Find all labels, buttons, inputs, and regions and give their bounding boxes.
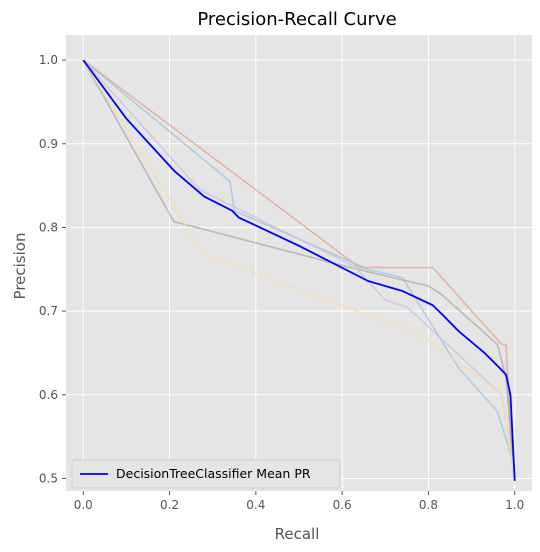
legend-box xyxy=(71,459,341,489)
mean-pr-curve xyxy=(82,59,516,482)
series-layer xyxy=(82,59,516,482)
x-tick-label: 1.0 xyxy=(505,498,524,512)
x-axis-label: Recall xyxy=(275,525,320,543)
x-tick-label: 0.0 xyxy=(74,498,93,512)
chart-title: Precision-Recall Curve xyxy=(197,9,396,30)
x-tick-label: 0.2 xyxy=(160,498,179,512)
x-tick-label: 0.6 xyxy=(333,498,352,512)
legend: DecisionTreeClassifier Mean PR xyxy=(71,459,341,489)
fold-pr-curve-5 xyxy=(82,59,516,479)
ticks: 0.0 0.2 0.4 0.6 0.8 1.0 0.5 0.6 0.7 0.8 0.9 1.0 xyxy=(39,53,524,512)
y-tick-label: 0.5 xyxy=(39,471,58,485)
y-axis-label: Precision xyxy=(11,233,29,300)
x-tick-label: 0.4 xyxy=(246,498,265,512)
fold-pr-curve-2 xyxy=(82,59,516,479)
legend-label: DecisionTreeClassifier Mean PR xyxy=(116,466,311,481)
y-tick-label: 0.6 xyxy=(39,388,58,402)
y-tick-label: 1.0 xyxy=(39,53,58,67)
y-tick-label: 0.8 xyxy=(39,220,58,234)
grid xyxy=(66,35,532,491)
y-tick-label: 0.7 xyxy=(39,304,58,318)
y-tick-label: 0.9 xyxy=(39,137,58,151)
x-tick-label: 0.8 xyxy=(419,498,438,512)
